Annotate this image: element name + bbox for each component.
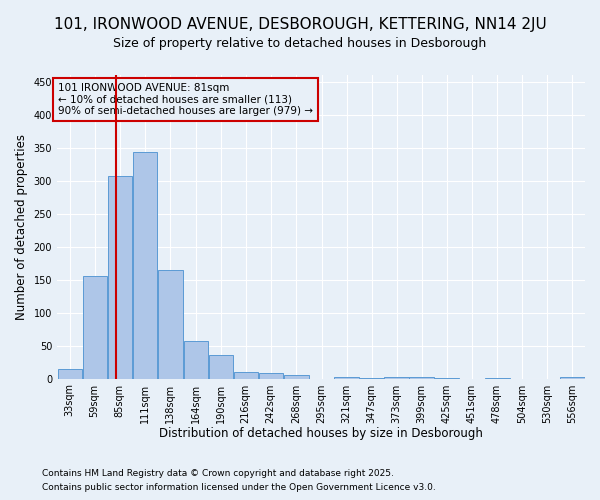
Text: Contains public sector information licensed under the Open Government Licence v3: Contains public sector information licen… [42,484,436,492]
Bar [133,152,157,378]
Bar [233,372,257,378]
Bar [58,368,82,378]
Text: Size of property relative to detached houses in Desborough: Size of property relative to detached ho… [113,38,487,51]
Bar [107,176,131,378]
Text: 101 IRONWOOD AVENUE: 81sqm
← 10% of detached houses are smaller (113)
90% of sem: 101 IRONWOOD AVENUE: 81sqm ← 10% of deta… [58,83,313,116]
Bar [83,276,107,378]
Bar [184,341,208,378]
Bar [158,270,182,378]
Bar [334,376,359,378]
Bar [284,376,308,378]
Bar [209,356,233,378]
Bar [259,374,283,378]
Y-axis label: Number of detached properties: Number of detached properties [15,134,28,320]
Text: Contains HM Land Registry data © Crown copyright and database right 2025.: Contains HM Land Registry data © Crown c… [42,468,394,477]
Text: 101, IRONWOOD AVENUE, DESBOROUGH, KETTERING, NN14 2JU: 101, IRONWOOD AVENUE, DESBOROUGH, KETTER… [53,18,547,32]
X-axis label: Distribution of detached houses by size in Desborough: Distribution of detached houses by size … [159,427,483,440]
